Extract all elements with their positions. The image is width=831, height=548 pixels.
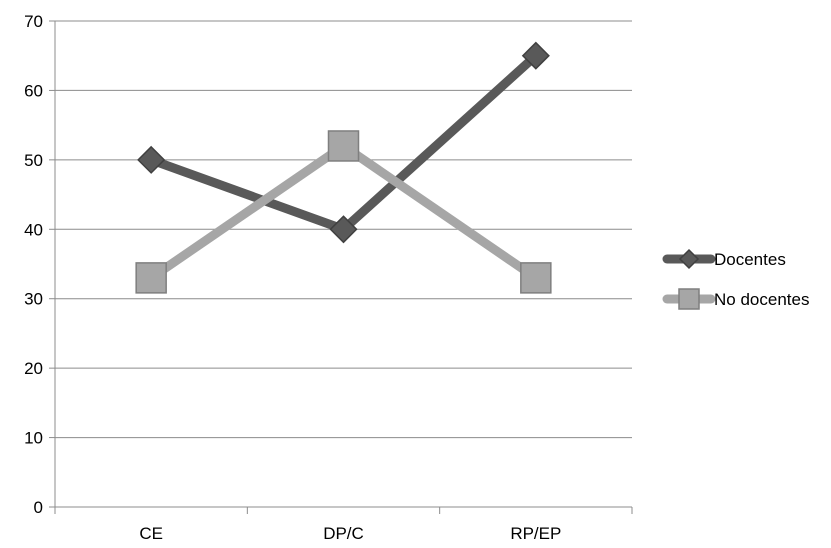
y-tick-label: 50 <box>24 151 43 170</box>
y-tick-label: 0 <box>34 498 43 517</box>
y-tick-label: 40 <box>24 220 43 239</box>
data-point-diamond <box>137 145 166 174</box>
y-tick-label: 60 <box>24 81 43 100</box>
series-no-docentes <box>135 130 552 294</box>
y-tick-label: 10 <box>24 429 43 448</box>
data-point-square <box>520 262 552 294</box>
data-point-diamond <box>521 41 550 70</box>
legend: Docentes No docentes <box>662 248 809 310</box>
x-tick-label: DP/C <box>323 524 364 543</box>
axes: 0 10 20 30 40 50 60 70 CE DP/C RP/EP <box>24 12 633 543</box>
legend-item: Docentes <box>662 248 786 270</box>
legend-label: Docentes <box>714 250 786 269</box>
data-point-square <box>135 262 167 294</box>
y-tick-label: 70 <box>24 12 43 31</box>
series-line <box>146 141 541 283</box>
series-group <box>135 41 552 294</box>
y-tick-label: 20 <box>24 359 43 378</box>
data-point-square <box>678 288 700 310</box>
y-tick-label: 30 <box>24 290 43 309</box>
x-tick-label: RP/EP <box>510 524 561 543</box>
legend-label: No docentes <box>714 290 809 309</box>
data-point-diamond <box>329 215 358 244</box>
data-point-square <box>327 130 360 162</box>
x-tick-label: CE <box>139 524 163 543</box>
series-docentes <box>137 41 550 244</box>
data-point-diamond <box>678 248 700 270</box>
legend-item: No docentes <box>662 288 809 310</box>
